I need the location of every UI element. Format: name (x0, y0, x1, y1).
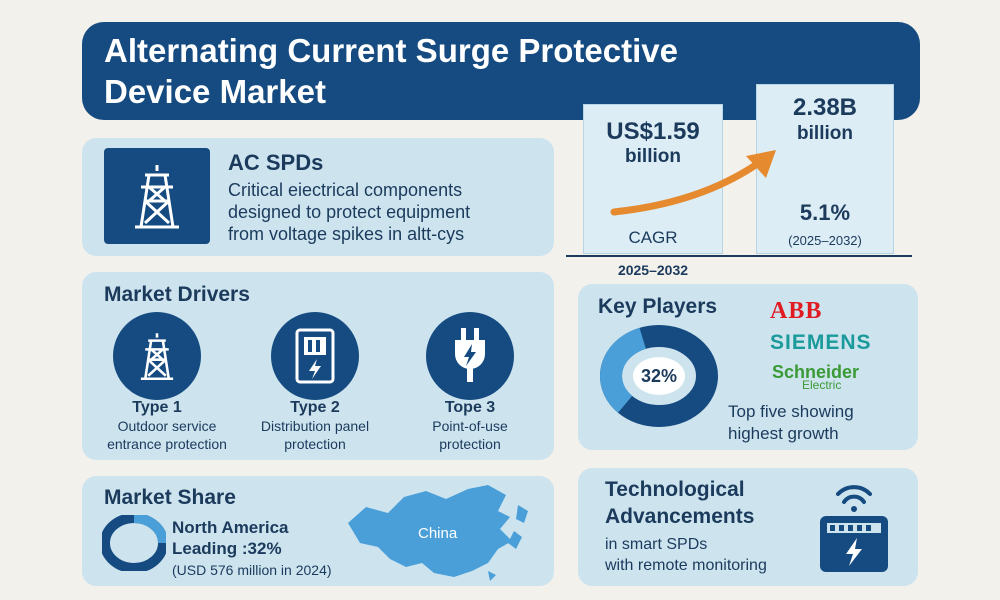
market-share-leading: Leading :32% (172, 539, 282, 558)
market-share-usd: (USD 576 million in 2024) (172, 562, 332, 578)
timeline-axis (566, 255, 912, 257)
cagr-value: 5.1% (799, 200, 851, 225)
market-share-heading: Market Share (104, 486, 236, 509)
transmission-tower-icon (104, 148, 210, 244)
market-share-region: North America (172, 518, 289, 537)
end-unit: billion (797, 123, 853, 144)
china-map (348, 485, 528, 581)
key-players-donut (600, 325, 718, 427)
tech-heading-2: Advancements (605, 505, 755, 528)
schneider-logo: Schneider (772, 362, 860, 382)
driver-type-2-desc-1: Distribution panel (260, 418, 370, 434)
ac-spds-heading: AC SPDs (228, 150, 324, 175)
title-line-1: Alternating Current Surge Protective (104, 32, 678, 69)
driver-type-2-desc-2: protection (284, 436, 346, 452)
start-period: 2025–2032 (617, 262, 689, 278)
tech-heading-1: Technological (605, 478, 745, 501)
driver-type-3-desc-1: Point-of-use (432, 418, 508, 434)
siemens-logo: SIEMENS (770, 331, 872, 354)
schneider-electric-logo: Electric (802, 378, 842, 392)
key-players-share: 32% (640, 366, 678, 386)
driver-type-1-desc-1: Outdoor service (117, 418, 217, 434)
driver-type-1-title: Type 1 (132, 399, 182, 416)
driver-type-3-desc-2: protection (439, 436, 501, 452)
map-label-china: China (418, 525, 458, 542)
market-share-donut (102, 515, 166, 571)
tech-line-2: with remote monitoring (605, 557, 767, 574)
distribution-panel-icon (271, 312, 359, 400)
key-players-note-2: highest growth (728, 424, 839, 443)
tech-line-1: in smart SPDs (605, 536, 708, 553)
market-drivers-heading: Market Drivers (104, 283, 250, 306)
driver-type-2-title: Type 2 (290, 399, 340, 416)
title-line-2: Device Market (104, 73, 326, 110)
ac-spds-line-1: Critical eiectrical components (228, 180, 463, 200)
abb-logo: ABB (770, 298, 823, 324)
driver-type-1-desc-2: entrance protection (107, 436, 227, 452)
ac-spds-line-3: from voltage spikes in altt-cys (228, 224, 465, 244)
plug-icon (426, 312, 514, 400)
cagr-period: (2025–2032) (788, 233, 862, 248)
driver-type-3-title: Tope 3 (444, 399, 496, 416)
smart-spd-wifi-icon (820, 485, 888, 572)
start-value-box (583, 104, 723, 254)
start-value: US$1.59 (606, 118, 700, 145)
end-value: 2.38B (792, 94, 858, 121)
growth-arrow-icon (610, 150, 776, 216)
ac-spds-line-2: designed to protect equipment (228, 202, 471, 222)
end-value-box (756, 84, 894, 254)
key-players-heading: Key Players (598, 295, 718, 318)
cagr-label: CAGR (628, 228, 678, 247)
page-title: Alternating Current Surge Protective Dev… (104, 30, 678, 112)
key-players-note-1: Top five showing (728, 402, 854, 421)
transmission-tower-icon (113, 312, 201, 400)
start-unit: billion (625, 146, 681, 167)
